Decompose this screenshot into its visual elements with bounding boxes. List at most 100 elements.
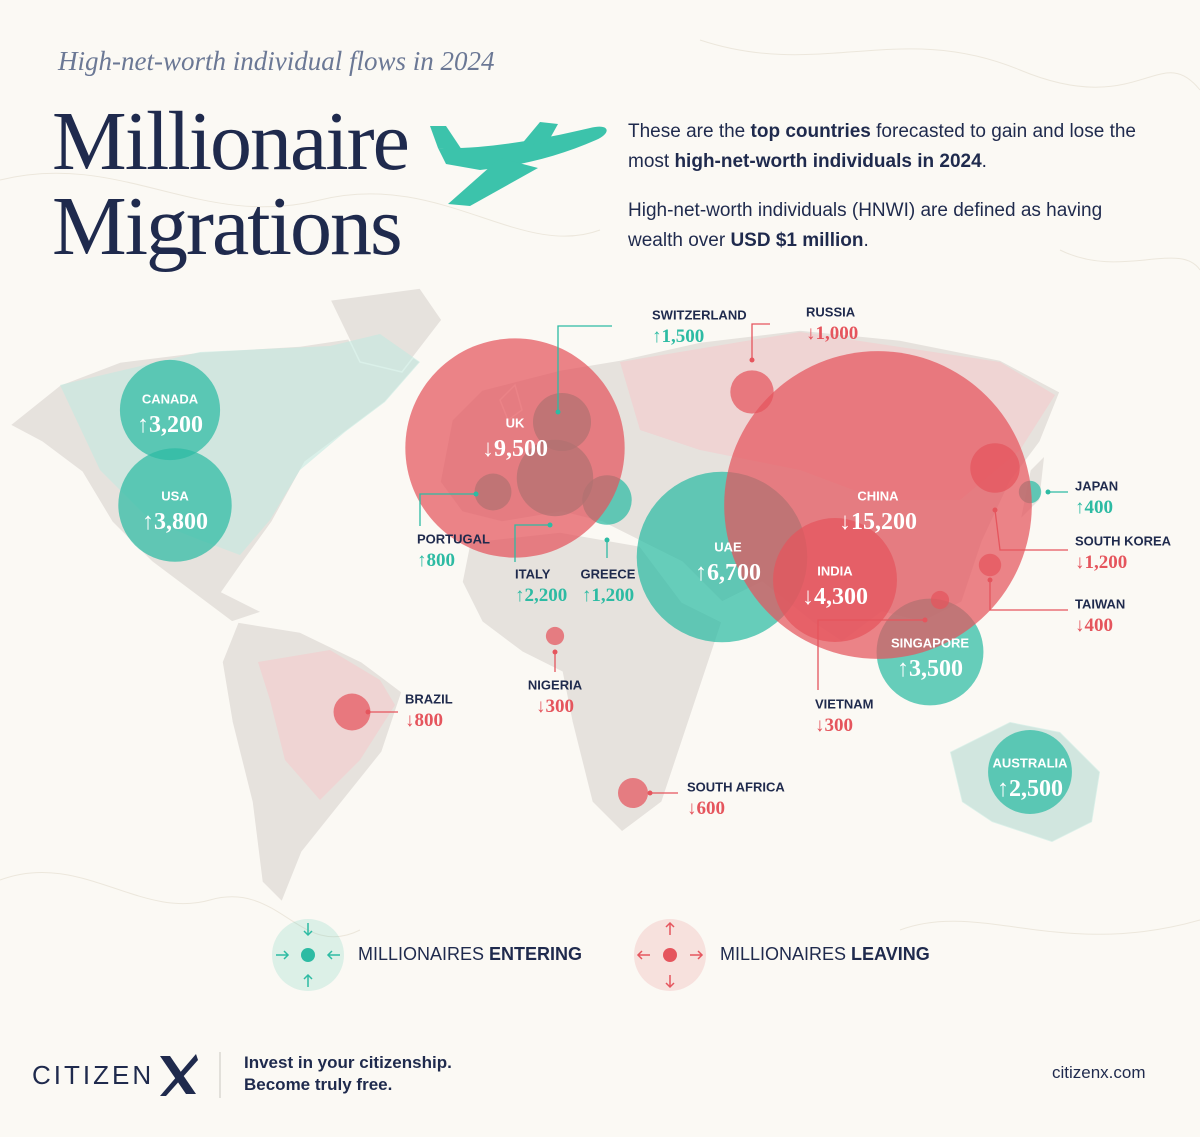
tagline: Invest in your citizenship. Become truly… [244, 1052, 452, 1096]
value-label: ↓300 [815, 715, 853, 736]
leader-dot [647, 790, 653, 796]
legend-arrowhead [303, 930, 313, 937]
brazil-tint [258, 650, 395, 800]
value-label: ↓1,000 [806, 323, 858, 344]
value-label: ↑6,700 [695, 560, 761, 586]
value-label: ↑2,200 [515, 585, 567, 606]
plane-icon [430, 122, 607, 206]
value-text: 6,700 [707, 560, 761, 586]
leader-dot [992, 507, 998, 513]
country-name: SINGAPORE [891, 635, 969, 650]
value-text: 2,200 [525, 585, 568, 606]
legend-dot [301, 948, 315, 962]
value-label: ↑2,500 [997, 776, 1063, 802]
bubble [617, 777, 649, 809]
flow-arrow: ↓ [482, 436, 494, 462]
country-name: USA [161, 488, 189, 503]
country-name: SOUTH AFRICA [687, 779, 785, 794]
value-label: ↑1,500 [652, 326, 704, 347]
value-label: ↓400 [1075, 615, 1113, 636]
value-label: ↓1,200 [1075, 552, 1127, 573]
leader-dot [555, 409, 561, 415]
tagline-line: Become truly free. [244, 1075, 393, 1094]
legend-label: MILLIONAIRES LEAVING [720, 944, 930, 964]
flow-arrow: ↑ [997, 776, 1009, 802]
country-name: TAIWAN [1075, 596, 1125, 611]
leader-dot [547, 522, 553, 528]
title: Migrations [52, 180, 403, 273]
value-text: 1,200 [591, 585, 634, 606]
plane-body [438, 126, 607, 170]
value-label: ↑3,500 [897, 656, 963, 682]
legend-arrowhead [303, 973, 313, 980]
intro-segment: high-net-worth individuals in 2024 [674, 151, 982, 172]
intro-segment: . [863, 230, 869, 251]
country-name: UAE [714, 539, 742, 554]
leader-line [994, 509, 1068, 551]
leader-dot [365, 709, 371, 715]
intro-paragraph: These are the top countries forecasted t… [628, 117, 1148, 177]
value-text: 4,300 [814, 584, 868, 610]
country-name: JAPAN [1075, 478, 1118, 493]
country-name: ITALY [515, 566, 551, 581]
value-label: ↑800 [417, 550, 455, 571]
url: citizenx.com [1052, 1063, 1146, 1082]
value-text: 400 [1085, 497, 1114, 518]
flow-arrow: ↓ [1075, 552, 1085, 573]
legend-dot [663, 948, 677, 962]
value-text: 600 [697, 798, 726, 819]
value-label: ↓4,300 [802, 584, 868, 610]
country-name: AUSTRALIA [992, 755, 1068, 770]
leader-line [419, 493, 476, 526]
country-name: CANADA [142, 391, 199, 406]
country-name: RUSSIA [806, 304, 856, 319]
legend-arrowhead [326, 950, 333, 960]
leader-dot [552, 649, 558, 655]
value-text: 300 [546, 696, 575, 717]
leader-line [514, 524, 550, 562]
legend-label: MILLIONAIRES ENTERING [358, 944, 582, 964]
plane-tail [430, 126, 462, 150]
bubble [730, 370, 774, 414]
value-text: 1,000 [816, 323, 859, 344]
value-label: ↑3,800 [142, 509, 208, 535]
legend-emphasis: ENTERING [489, 944, 582, 964]
flow-arrow: ↓ [405, 710, 415, 731]
value-text: 3,200 [149, 412, 203, 438]
legend-arrowhead [697, 950, 704, 960]
flow-arrow: ↑ [137, 412, 149, 438]
leader-dot [604, 537, 610, 543]
leader-dot [987, 577, 993, 583]
citizen-x-logo [160, 1054, 198, 1096]
bubble [405, 338, 625, 558]
value-text: 15,200 [851, 509, 917, 535]
tagline-line: Invest in your citizenship. [244, 1053, 452, 1072]
value-text: 1,200 [1085, 552, 1128, 573]
value-label: ↓600 [687, 798, 725, 819]
bubble [118, 448, 232, 562]
leader-dot [749, 357, 755, 363]
leader-dot [922, 617, 928, 623]
legend-name: MILLIONAIRES [720, 944, 846, 964]
value-label: ↑3,200 [137, 412, 203, 438]
value-label: ↑1,200 [582, 585, 634, 606]
value-text: 800 [427, 550, 456, 571]
intro-segment: USD $1 million [730, 230, 864, 251]
bubble [978, 553, 1002, 577]
leader-line [989, 580, 1068, 611]
flow-arrow: ↑ [1075, 497, 1085, 518]
flow-arrow: ↑ [582, 585, 592, 606]
bubble [119, 359, 221, 461]
legend-arrowhead [665, 982, 675, 989]
flow-arrow: ↓ [802, 584, 814, 610]
flow-arrow: ↑ [417, 550, 427, 571]
bubble [773, 518, 897, 642]
leader-dot [473, 491, 479, 497]
flow-arrow: ↓ [536, 696, 546, 717]
contour [899, 919, 1200, 935]
contour [0, 172, 601, 237]
subtitle: High-net-worth individual flows in 2024 [58, 46, 495, 76]
value-text: 400 [1085, 615, 1114, 636]
flow-arrow: ↓ [1075, 615, 1085, 636]
